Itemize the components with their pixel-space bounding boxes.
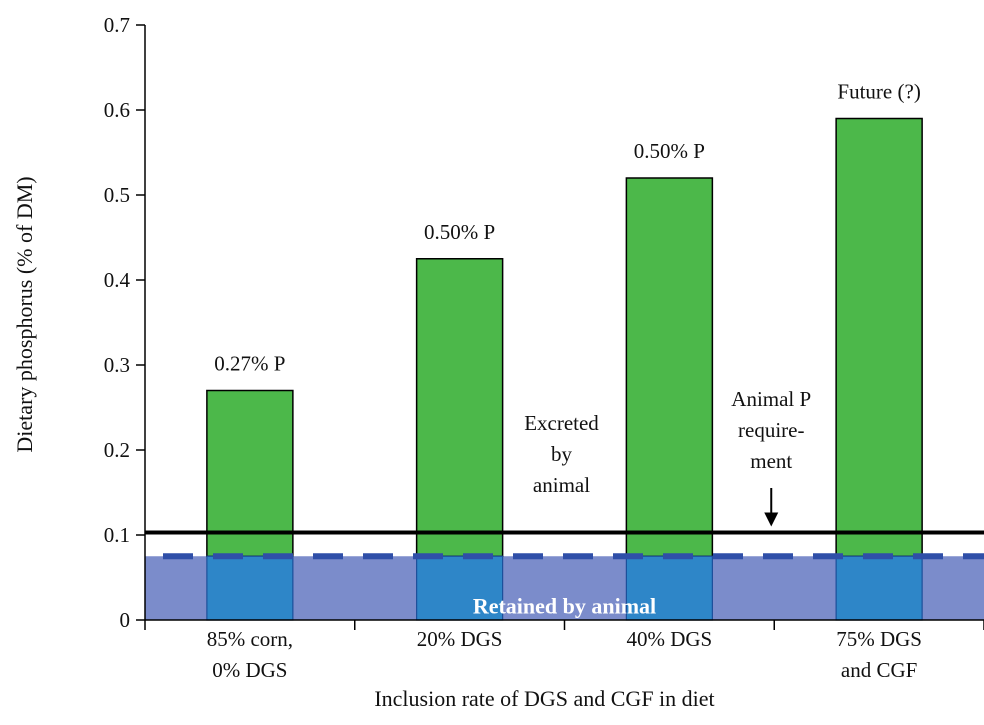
x-tick-label: 40% DGS: [626, 627, 712, 651]
x-tick-label: 75% DGS and CGF: [836, 627, 922, 682]
x-tick-label: 85% corn, 0% DGS: [207, 627, 293, 682]
x-axis-title: Inclusion rate of DGS and CGF in diet: [374, 686, 714, 711]
bar: [415, 258, 504, 557]
y-tick-label: 0.2: [104, 438, 130, 462]
bar-data-label: 0.50% P: [424, 220, 495, 244]
y-tick-label: 0.4: [104, 268, 131, 292]
bar-data-label: 0.27% P: [214, 352, 285, 376]
y-tick-label: 0: [120, 608, 131, 632]
reference-lines-layer: [145, 530, 984, 560]
y-axis-title: Dietary phosphorus (% of DM): [12, 176, 37, 452]
y-tick-label: 0.5: [104, 183, 130, 207]
retained-label: Retained by animal: [473, 593, 656, 618]
bar: [625, 177, 714, 557]
labels-layer: 0.27% P 0.50% P 0.50% P Future (?) 0 0.1 0.2 0.…: [12, 13, 922, 711]
bar-data-label: 0.50% P: [634, 139, 705, 163]
x-tick-label: 20% DGS: [417, 627, 503, 651]
excreted-annotation: Excreted by animal: [524, 411, 599, 497]
y-tick-label: 0.6: [104, 98, 130, 122]
requirement-arrow-head: [764, 512, 779, 527]
bar-base: [416, 555, 504, 621]
bar-data-label: Future (?): [837, 80, 920, 104]
bar: [835, 117, 923, 557]
axes-layer: [136, 24, 984, 630]
bars-layer: [206, 117, 923, 621]
y-tick-label: 0.7: [104, 13, 130, 37]
bar: [206, 389, 294, 557]
y-tick-label: 0.3: [104, 353, 130, 377]
bar-base: [835, 555, 923, 621]
bar-base: [206, 555, 294, 621]
bar-base: [625, 555, 713, 621]
y-tick-label: 0.1: [104, 523, 130, 547]
